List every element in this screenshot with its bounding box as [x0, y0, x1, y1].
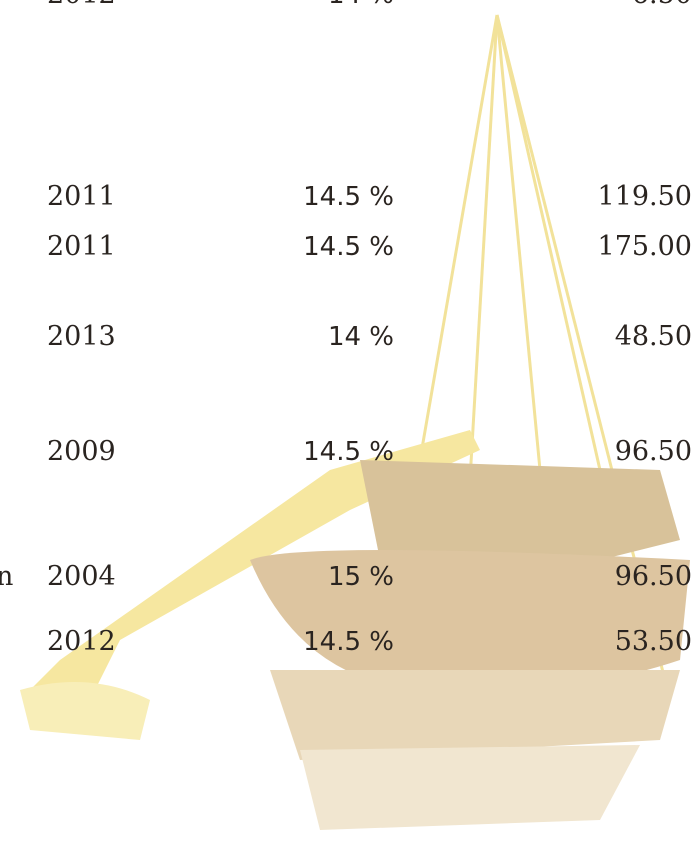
- wine-year: 2013: [47, 321, 116, 353]
- wine-abv: 14.5 %: [303, 436, 394, 468]
- wine-abv: 14.5 %: [303, 626, 394, 658]
- wine-year: 2004: [47, 561, 116, 593]
- boat-illustration: [0, 0, 694, 856]
- wine-price: 175.00: [598, 231, 692, 263]
- wine-abv: 14 %: [328, 0, 394, 11]
- wine-year: 2011: [47, 181, 116, 213]
- wine-abv: 15 %: [328, 561, 394, 593]
- wine-price: 48.50: [615, 321, 692, 353]
- wine-abv: 14.5 %: [303, 181, 394, 213]
- wine-year: 2012: [47, 0, 116, 11]
- wine-year: 2009: [47, 436, 116, 468]
- wine-price: 96.50: [615, 561, 692, 593]
- wine-price: 119.50: [598, 181, 692, 213]
- wine-abv: 14 %: [328, 321, 394, 353]
- wine-name: n: [0, 561, 13, 593]
- wine-year: 2012: [47, 626, 116, 658]
- wine-year: 2011: [47, 231, 116, 263]
- wine-price: 96.50: [615, 436, 692, 468]
- page: 2012 14 % 6.50 2011 14.5 % 119.50 2011 14.5 % 17…: [0, 0, 694, 856]
- wine-price: 53.50: [615, 626, 692, 658]
- wine-abv: 14.5 %: [303, 231, 394, 263]
- wine-price: 6.50: [632, 0, 692, 11]
